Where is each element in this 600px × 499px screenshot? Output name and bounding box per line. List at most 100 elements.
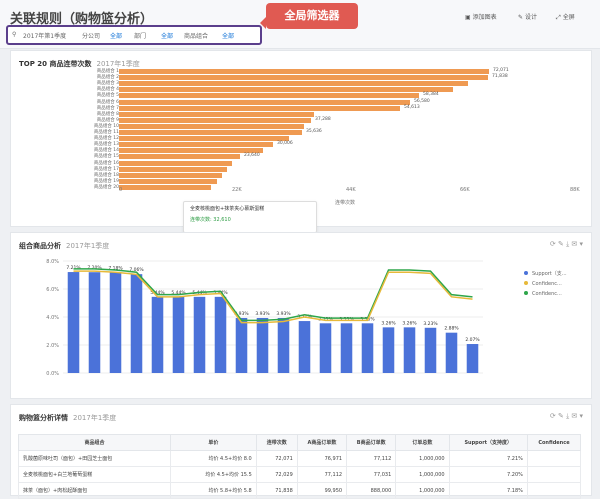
bar-label: 商品组合 2 xyxy=(96,75,119,81)
branch-filter[interactable]: 全部 xyxy=(110,33,123,40)
bar[interactable] xyxy=(119,117,311,123)
bar-value-label: 56,580 xyxy=(414,98,430,104)
bar-label: 商品组合 5 xyxy=(96,93,119,99)
support-label: 3.26% xyxy=(381,320,396,326)
bar[interactable] xyxy=(119,154,240,160)
confidence-line xyxy=(73,268,473,322)
bar[interactable] xyxy=(119,184,211,190)
bar-label: 商品组合 11 xyxy=(93,130,119,135)
basket-detail-table: 商品组合 单价 连带次数 A商品订单数 B商品订单数 订单总数 Support（… xyxy=(18,434,582,499)
column-header[interactable]: A商品订单数 xyxy=(296,434,348,451)
confidence-line xyxy=(73,270,473,324)
bar[interactable] xyxy=(119,75,488,81)
support-bar xyxy=(130,274,143,373)
bar[interactable] xyxy=(119,166,227,172)
dept-filter-label: 部门 xyxy=(134,33,147,40)
dept-filter[interactable]: 全部 xyxy=(161,33,174,40)
bar[interactable] xyxy=(119,172,222,178)
bar[interactable] xyxy=(119,111,314,117)
column-header[interactable]: 商品组合 xyxy=(18,434,171,451)
page-title: 关联规则（购物篮分析） xyxy=(10,12,154,27)
combo-filter[interactable]: 全部 xyxy=(222,33,235,40)
top20-tooltip: 全麦核桃面包+抹茶夹心慕斯蛋糕 连带次数: 32,610 xyxy=(183,201,317,233)
support-label: 2.88% xyxy=(444,326,459,332)
add-chart-button[interactable]: ▣ 添加图表 xyxy=(465,14,497,21)
bar-label: 商品组合 1 xyxy=(96,69,119,74)
column-header[interactable]: 订单总数 xyxy=(395,434,450,451)
bar[interactable] xyxy=(119,136,289,142)
support-label: 3.55% xyxy=(318,316,333,322)
bar[interactable] xyxy=(119,178,217,184)
bar-label: 商品组合 6 xyxy=(96,99,119,105)
combo-title: 组合商品分析 2017年1季度 xyxy=(19,242,110,250)
fullscreen-button[interactable]: ⤢ 全屏 xyxy=(556,14,575,21)
combo-chart: 0.0%2.0%4.0%6.0%8.0%7.21% 7.20% 7.18% 7.06%… xyxy=(46,259,567,377)
bar-label: 商品组合 14 xyxy=(93,148,119,154)
column-header[interactable]: 连带次数 xyxy=(255,434,298,451)
detail-title: 购物篮分析详情 2017年1季度 xyxy=(19,414,117,422)
combo-toolbar-icons[interactable]: ⟳ ✎ ⤓ ✉ ▾ xyxy=(549,240,583,248)
column-header[interactable]: B商品订单数 xyxy=(346,434,397,451)
bar-label: 商品组合 13 xyxy=(93,142,119,148)
bar[interactable] xyxy=(119,87,453,93)
support-bar xyxy=(214,296,227,373)
bar-value-label: 35,636 xyxy=(306,129,322,134)
support-bar xyxy=(424,327,437,373)
x-tick: 66K xyxy=(460,187,470,193)
legend-item: Confidenc... xyxy=(532,291,562,297)
support-bar xyxy=(88,272,101,373)
support-bar xyxy=(445,332,458,373)
bar[interactable] xyxy=(119,105,400,111)
support-bar xyxy=(172,296,185,373)
bar[interactable] xyxy=(119,81,468,87)
table-row[interactable]: 乳酸菌原味吐司（面包）+田园芝士面包 均价 4.5+均价 8.0 72,071 76,… xyxy=(18,450,582,467)
bar[interactable] xyxy=(119,160,232,166)
bar-value-label: 30,006 xyxy=(277,141,293,147)
legend-swatch xyxy=(524,281,528,285)
branch-filter-label: 分公司 xyxy=(82,33,101,40)
column-header[interactable]: 单价 xyxy=(169,434,257,451)
bar-label: 商品组合 18 xyxy=(93,172,119,178)
bar-value-label: 72,071 xyxy=(493,68,509,73)
column-header[interactable]: Confidence xyxy=(526,434,582,451)
bar-label: 商品组合 7 xyxy=(96,105,119,111)
period-filter[interactable]: 2017年第1季度 xyxy=(23,33,67,40)
table-row[interactable]: 全麦核桃面包+白兰地葡萄蛋糕 均价 4.5+均价 15.5 72,029 77,112… xyxy=(18,466,582,483)
y-tick: 0.0% xyxy=(46,371,59,377)
legend-swatch xyxy=(524,291,528,295)
support-label: 5.44% xyxy=(150,290,165,296)
bar[interactable] xyxy=(119,142,273,148)
support-bar xyxy=(382,327,395,373)
support-label: 3.93% xyxy=(234,311,249,317)
support-label: 2.07% xyxy=(465,337,480,343)
detail-toolbar-icons[interactable]: ⟳ ✎ ⤓ ✉ ▾ xyxy=(549,412,583,420)
legend-item: Support（支... xyxy=(532,270,567,277)
support-label: 5.44% xyxy=(171,290,186,296)
bar[interactable] xyxy=(119,130,302,135)
support-label: 3.55% xyxy=(339,316,354,322)
bar[interactable] xyxy=(119,69,489,74)
support-bar xyxy=(109,272,122,373)
bar[interactable] xyxy=(119,93,419,99)
y-tick: 2.0% xyxy=(46,343,59,349)
bar[interactable] xyxy=(119,123,304,129)
design-button[interactable]: ✎ 设计 xyxy=(518,14,537,21)
support-bar xyxy=(256,317,269,373)
bar-value-label: 54,613 xyxy=(404,104,420,110)
y-tick: 6.0% xyxy=(46,287,59,293)
bar-label: 商品组合 19 xyxy=(93,178,119,184)
page-header: 关联规则（购物篮分析） ⚲ 2017年第1季度 分公司 全部 部门 全部 商品组… xyxy=(0,0,600,49)
support-bar xyxy=(193,296,206,373)
bar[interactable] xyxy=(119,148,263,154)
table-row[interactable]: 抹茶（面包）+肉松起酥面包 均价 5.8+均价 5.8 71,838 99,950 88… xyxy=(18,482,582,499)
bar[interactable] xyxy=(119,99,410,105)
support-label: 3.26% xyxy=(402,320,417,326)
global-filter-bar[interactable]: ⚲ 2017年第1季度 分公司 全部 部门 全部 商品组合 全部 xyxy=(6,25,262,45)
x-tick: 88K xyxy=(570,187,580,193)
column-header[interactable]: Support（支持度） xyxy=(448,434,528,451)
bar-label: 商品组合 20 xyxy=(93,184,119,190)
support-label: 3.23% xyxy=(423,321,438,327)
bar-label: 商品组合 12 xyxy=(93,136,119,142)
support-bar xyxy=(403,327,416,373)
legend-swatch xyxy=(524,271,528,275)
